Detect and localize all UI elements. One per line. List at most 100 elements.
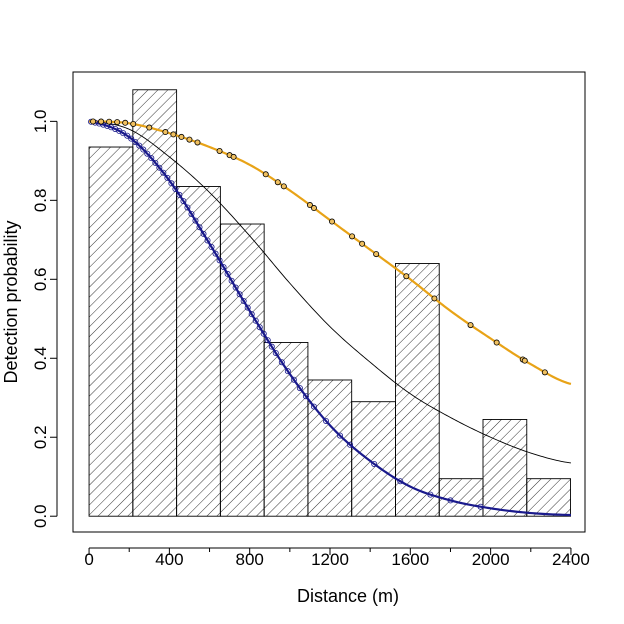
detection-point [156, 164, 163, 171]
detection-point [98, 118, 105, 125]
y-tick-label: 0.0 [31, 504, 50, 528]
detection-point [128, 135, 135, 142]
detection-point [397, 478, 404, 485]
detection-point [306, 202, 313, 209]
detection-point [349, 233, 356, 240]
detection-point [359, 240, 366, 247]
detection-point [144, 150, 151, 157]
x-tick-label: 0 [84, 550, 93, 569]
histogram-bars [88, 89, 571, 517]
detection-point [467, 322, 474, 329]
detection-point [284, 368, 291, 375]
detection-point [178, 133, 185, 140]
fitted-curve-2 [88, 120, 571, 517]
detection-point [373, 251, 380, 258]
y-tick-label: 0.8 [31, 189, 50, 213]
detection-point [140, 146, 147, 153]
detection-point [212, 250, 219, 257]
detection-point [224, 270, 231, 277]
detection-point [541, 369, 548, 376]
detection-point [262, 171, 269, 178]
detection-point [477, 503, 484, 510]
detection-point [310, 403, 317, 410]
detection-point [160, 169, 167, 176]
detection-point [232, 284, 239, 291]
detection-point [264, 337, 271, 344]
detection-point [447, 497, 454, 504]
detection-point [280, 183, 287, 190]
y-tick-label: 0.6 [31, 267, 50, 291]
y-tick-label: 0.4 [31, 346, 50, 370]
y-tick-label: 1.0 [31, 110, 50, 134]
detection-point [236, 291, 243, 298]
plot-frame [72, 71, 586, 533]
detection-point [108, 124, 115, 131]
detection-point [132, 138, 139, 145]
detection-point [431, 295, 438, 302]
detection-point [371, 460, 378, 467]
detection-point [521, 357, 528, 364]
detection-point [130, 120, 137, 127]
detection-point [493, 339, 500, 346]
detection-point [252, 317, 259, 324]
histogram-bar [88, 146, 134, 517]
x-tick-label: 2000 [472, 550, 510, 569]
detection-point [122, 119, 129, 126]
x-tick-label: 400 [155, 550, 183, 569]
detection-point [208, 244, 215, 251]
histogram-bar [132, 89, 178, 517]
detection-point [248, 311, 255, 318]
detection-point [106, 118, 113, 125]
detection-point [194, 139, 201, 146]
x-tick-label: 800 [236, 550, 264, 569]
detection-point [148, 155, 155, 162]
axes: 0 400 800 1200 1600 2000 2400 0.0 0.2 0.4 0.6 0.8 1.… [31, 110, 590, 569]
detection-point [90, 118, 97, 125]
detection-point [310, 205, 317, 212]
detection-point [228, 277, 235, 284]
x-tick-label: 2400 [552, 550, 590, 569]
detection-point [329, 218, 336, 225]
detection-point [200, 230, 207, 237]
detection-point [184, 204, 191, 211]
detection-point [204, 237, 211, 244]
histogram-bar [482, 419, 528, 517]
detection-point [268, 343, 275, 350]
detection-points [88, 118, 548, 510]
detection-point [188, 210, 195, 217]
detection-point [220, 264, 227, 271]
detection-point [337, 432, 344, 439]
detection-point [347, 441, 354, 448]
detection-point [216, 148, 223, 155]
histogram-bar [526, 478, 571, 517]
detection-point [260, 330, 267, 337]
detection-point [290, 376, 297, 383]
detection-point [168, 180, 175, 187]
detection-point [180, 198, 187, 205]
detection-point [186, 136, 193, 143]
detection-point [302, 393, 309, 400]
detection-point [272, 349, 279, 356]
detection-point [427, 491, 434, 498]
detection-point [146, 124, 153, 131]
detection-point [124, 132, 131, 139]
x-axis-title: Distance (m) [297, 586, 399, 606]
y-axis-title: Detection probability [1, 220, 21, 383]
detection-point [176, 191, 183, 198]
detection-point [192, 217, 199, 224]
detection-point [216, 257, 223, 264]
x-tick-label: 1600 [391, 550, 429, 569]
histogram-bar [176, 186, 221, 517]
histogram-bar [307, 379, 353, 517]
detection-point [114, 119, 121, 126]
detection-point [172, 185, 179, 192]
y-tick-label: 0.2 [31, 425, 50, 449]
histogram-bar [438, 478, 484, 517]
detection-point [296, 385, 303, 392]
histogram-bar [263, 342, 309, 517]
fitted-curve-1 [89, 120, 572, 464]
detection-point [196, 224, 203, 231]
detection-point [230, 153, 237, 160]
detection-point [256, 324, 263, 331]
